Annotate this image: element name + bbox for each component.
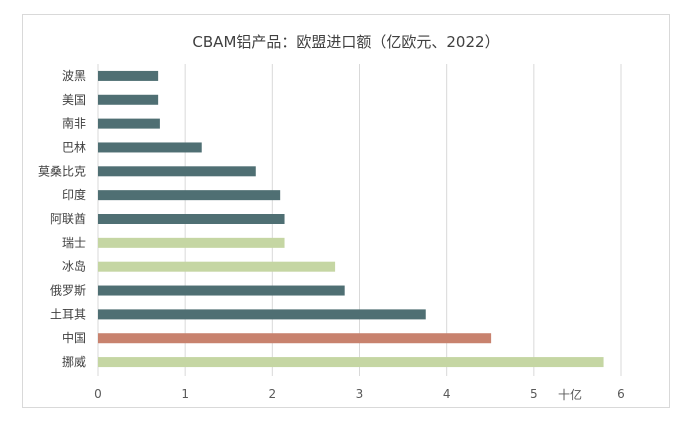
bar <box>98 190 281 201</box>
category-label: 阿联酋 <box>50 211 86 226</box>
bar <box>98 214 285 224</box>
category-label: 中国 <box>62 330 86 345</box>
category-label: 瑞士 <box>62 236 86 250</box>
bar <box>98 285 345 296</box>
category-label: 挪威 <box>62 355 86 369</box>
category-label: 波黑 <box>62 69 86 83</box>
category-label: 土耳其 <box>50 307 86 321</box>
x-tick-label: 0 <box>94 387 102 401</box>
bar <box>98 142 202 153</box>
bar <box>98 94 159 105</box>
x-tick-label: 5 <box>530 387 538 401</box>
chart-title: CBAM铝产品：欧盟进口额（亿欧元、2022） <box>192 33 500 51</box>
bar <box>98 237 285 248</box>
category-label: 南非 <box>62 116 86 131</box>
category-label: 俄罗斯 <box>50 284 86 298</box>
category-label: 印度 <box>62 187 86 202</box>
bar <box>98 333 492 344</box>
x-tick-label: 3 <box>356 387 364 401</box>
bar <box>98 261 336 272</box>
x-tick-label: 6 <box>617 387 625 401</box>
bar <box>98 309 426 320</box>
category-label: 巴林 <box>62 140 86 154</box>
bar <box>98 166 256 177</box>
category-label: 美国 <box>62 93 86 107</box>
x-tick-label: 2 <box>269 387 277 401</box>
bar <box>98 357 604 368</box>
category-label: 冰岛 <box>62 259 86 274</box>
x-tick-label: 4 <box>443 387 451 401</box>
bar <box>98 70 159 81</box>
category-label: 莫桑比克 <box>38 164 86 178</box>
x-tick-label: 1 <box>181 387 189 401</box>
bar <box>98 118 160 129</box>
x-unit-label: 十亿 <box>558 387 582 402</box>
